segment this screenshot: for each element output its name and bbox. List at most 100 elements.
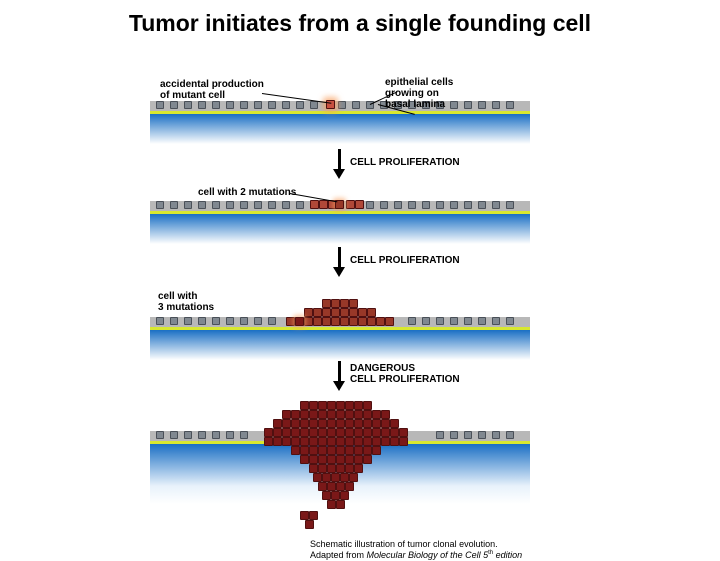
mutant-cell [331,317,340,326]
mutant-cell [340,299,349,308]
epithelial-cell [422,317,430,325]
epithelial-cell [212,101,220,109]
epithelial-cell [464,431,472,439]
mutant-cell [331,299,340,308]
tumor-cell [381,437,390,446]
tumor-cell [336,410,345,419]
epithelial-cell [408,317,416,325]
tumor-cell [300,419,309,428]
epithelial-cell [226,201,234,209]
gradient-layer [150,214,530,244]
tumor-cell [390,428,399,437]
tumor-cell [318,401,327,410]
tumor-cell [300,437,309,446]
epithelial-cell [352,101,360,109]
diagram-container: accidental production of mutant cell epi… [0,41,720,521]
tumor-cell [336,500,345,509]
tumor-cell [345,401,354,410]
label-epithelial: epithelial cells growing on basal lamina [385,77,485,110]
epithelial-cell [492,101,500,109]
epithelial-cell [506,201,514,209]
tumor-cell [318,437,327,446]
tumor-cell [363,410,372,419]
tumor-cell [336,401,345,410]
gradient-layer [150,330,530,360]
mutant-cell [322,299,331,308]
tumor-cell [300,410,309,419]
tumor-cell [273,437,282,446]
label-two-mutations: cell with 2 mutations [198,187,296,198]
tumor-cell [309,428,318,437]
tumor-cell [282,410,291,419]
tumor-cell [305,520,314,529]
tumor-cell [331,491,340,500]
mutant-cell [349,299,358,308]
tumor-cell [354,464,363,473]
tumor-cell [318,446,327,455]
epithelial-cell [226,317,234,325]
page-title: Tumor initiates from a single founding c… [0,0,720,41]
epithelial-cell [240,201,248,209]
epithelial-cell [198,317,206,325]
tumor-cell [291,437,300,446]
mutant-cell [376,317,385,326]
epithelial-cell [184,201,192,209]
tumor-cell [313,473,322,482]
mutant-cell [349,308,358,317]
epithelial-cell [212,201,220,209]
tumor-cell [273,419,282,428]
tumor-cell [300,428,309,437]
tumor-cell [291,410,300,419]
tumor-cell [372,437,381,446]
footnote-line2: Adapted from Molecular Biology of the Ce… [310,550,522,561]
tumor-cell [399,428,408,437]
tumor-cell [309,464,318,473]
gradient-layer [150,114,530,144]
epithelial-cell [156,201,164,209]
tumor-cell [300,511,309,520]
tumor-cell [309,437,318,446]
tumor-cell [354,437,363,446]
epithelial-cell [268,101,276,109]
tumor-cell [322,473,331,482]
mutant-cell [340,317,349,326]
tumor-cell [327,428,336,437]
tumor-cell [336,437,345,446]
tumor-cell [336,446,345,455]
tumor-cell [381,419,390,428]
epithelial-cell [436,201,444,209]
arrow-stem [338,149,341,171]
tumor-cell [363,437,372,446]
tumor-cell [327,446,336,455]
epithelial-cell [492,201,500,209]
mutant-cell [340,308,349,317]
tumor-cell [354,410,363,419]
tumor-cell [327,482,336,491]
tumor-cell [336,419,345,428]
mutant-cell [385,317,394,326]
tumor-cell [300,401,309,410]
mutant-cell [322,308,331,317]
tumor-cell [390,419,399,428]
tumor-cell [309,401,318,410]
epithelial-cell [310,101,318,109]
tumor-cell [354,446,363,455]
tumor-cell [309,511,318,520]
tumor-cell [399,437,408,446]
epithelial-cell [408,201,416,209]
tumor-cell [354,401,363,410]
tumor-cell [372,419,381,428]
epithelial-cell [422,201,430,209]
mutant-cell [313,308,322,317]
epithelial-cell [268,201,276,209]
mutant-cell [355,200,364,209]
tumor-cell [327,437,336,446]
epithelial-cell [478,201,486,209]
epithelial-cell [478,431,486,439]
tumor-cell [345,437,354,446]
epithelial-cell [170,431,178,439]
tumor-cell [354,419,363,428]
epithelial-cell [478,317,486,325]
tumor-cell [318,455,327,464]
tumor-cell [345,455,354,464]
